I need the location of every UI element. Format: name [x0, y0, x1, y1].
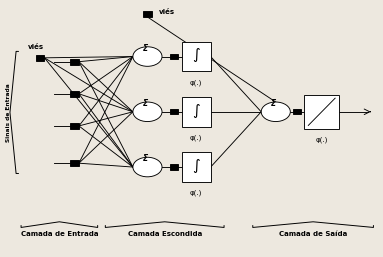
Text: Camada de Saída: Camada de Saída	[279, 231, 347, 237]
Circle shape	[133, 47, 162, 66]
Text: Σ: Σ	[143, 154, 148, 163]
Text: φ(.): φ(.)	[316, 136, 328, 143]
Bar	[182, 42, 211, 71]
Text: viés: viés	[159, 8, 175, 15]
Text: φ(.): φ(.)	[190, 190, 203, 196]
Text: $\int$: $\int$	[192, 46, 201, 64]
Text: Σ: Σ	[143, 43, 148, 53]
Text: Sinais de Entrada: Sinais de Entrada	[5, 83, 11, 142]
Text: Camada de Entrada: Camada de Entrada	[21, 231, 98, 237]
Bar	[304, 95, 339, 128]
Text: viés: viés	[28, 44, 44, 50]
Text: φ(.): φ(.)	[190, 79, 203, 86]
Text: Camada Escondida: Camada Escondida	[128, 231, 202, 237]
Bar	[70, 59, 79, 65]
Bar	[36, 55, 44, 61]
Bar	[182, 97, 211, 127]
Bar	[70, 91, 79, 97]
Bar	[70, 123, 79, 129]
Bar	[70, 160, 79, 166]
Circle shape	[261, 102, 290, 122]
Circle shape	[133, 102, 162, 122]
Bar	[182, 152, 211, 182]
Bar	[143, 11, 152, 17]
Bar	[170, 54, 178, 59]
Text: $\int$: $\int$	[192, 102, 201, 120]
Bar	[170, 109, 178, 114]
Bar	[170, 164, 178, 170]
Bar	[293, 109, 301, 114]
Circle shape	[133, 157, 162, 177]
Text: Σ: Σ	[143, 99, 148, 108]
Text: $\int$: $\int$	[192, 157, 201, 175]
Text: Σ: Σ	[271, 99, 277, 108]
Text: φ(.): φ(.)	[190, 134, 203, 141]
